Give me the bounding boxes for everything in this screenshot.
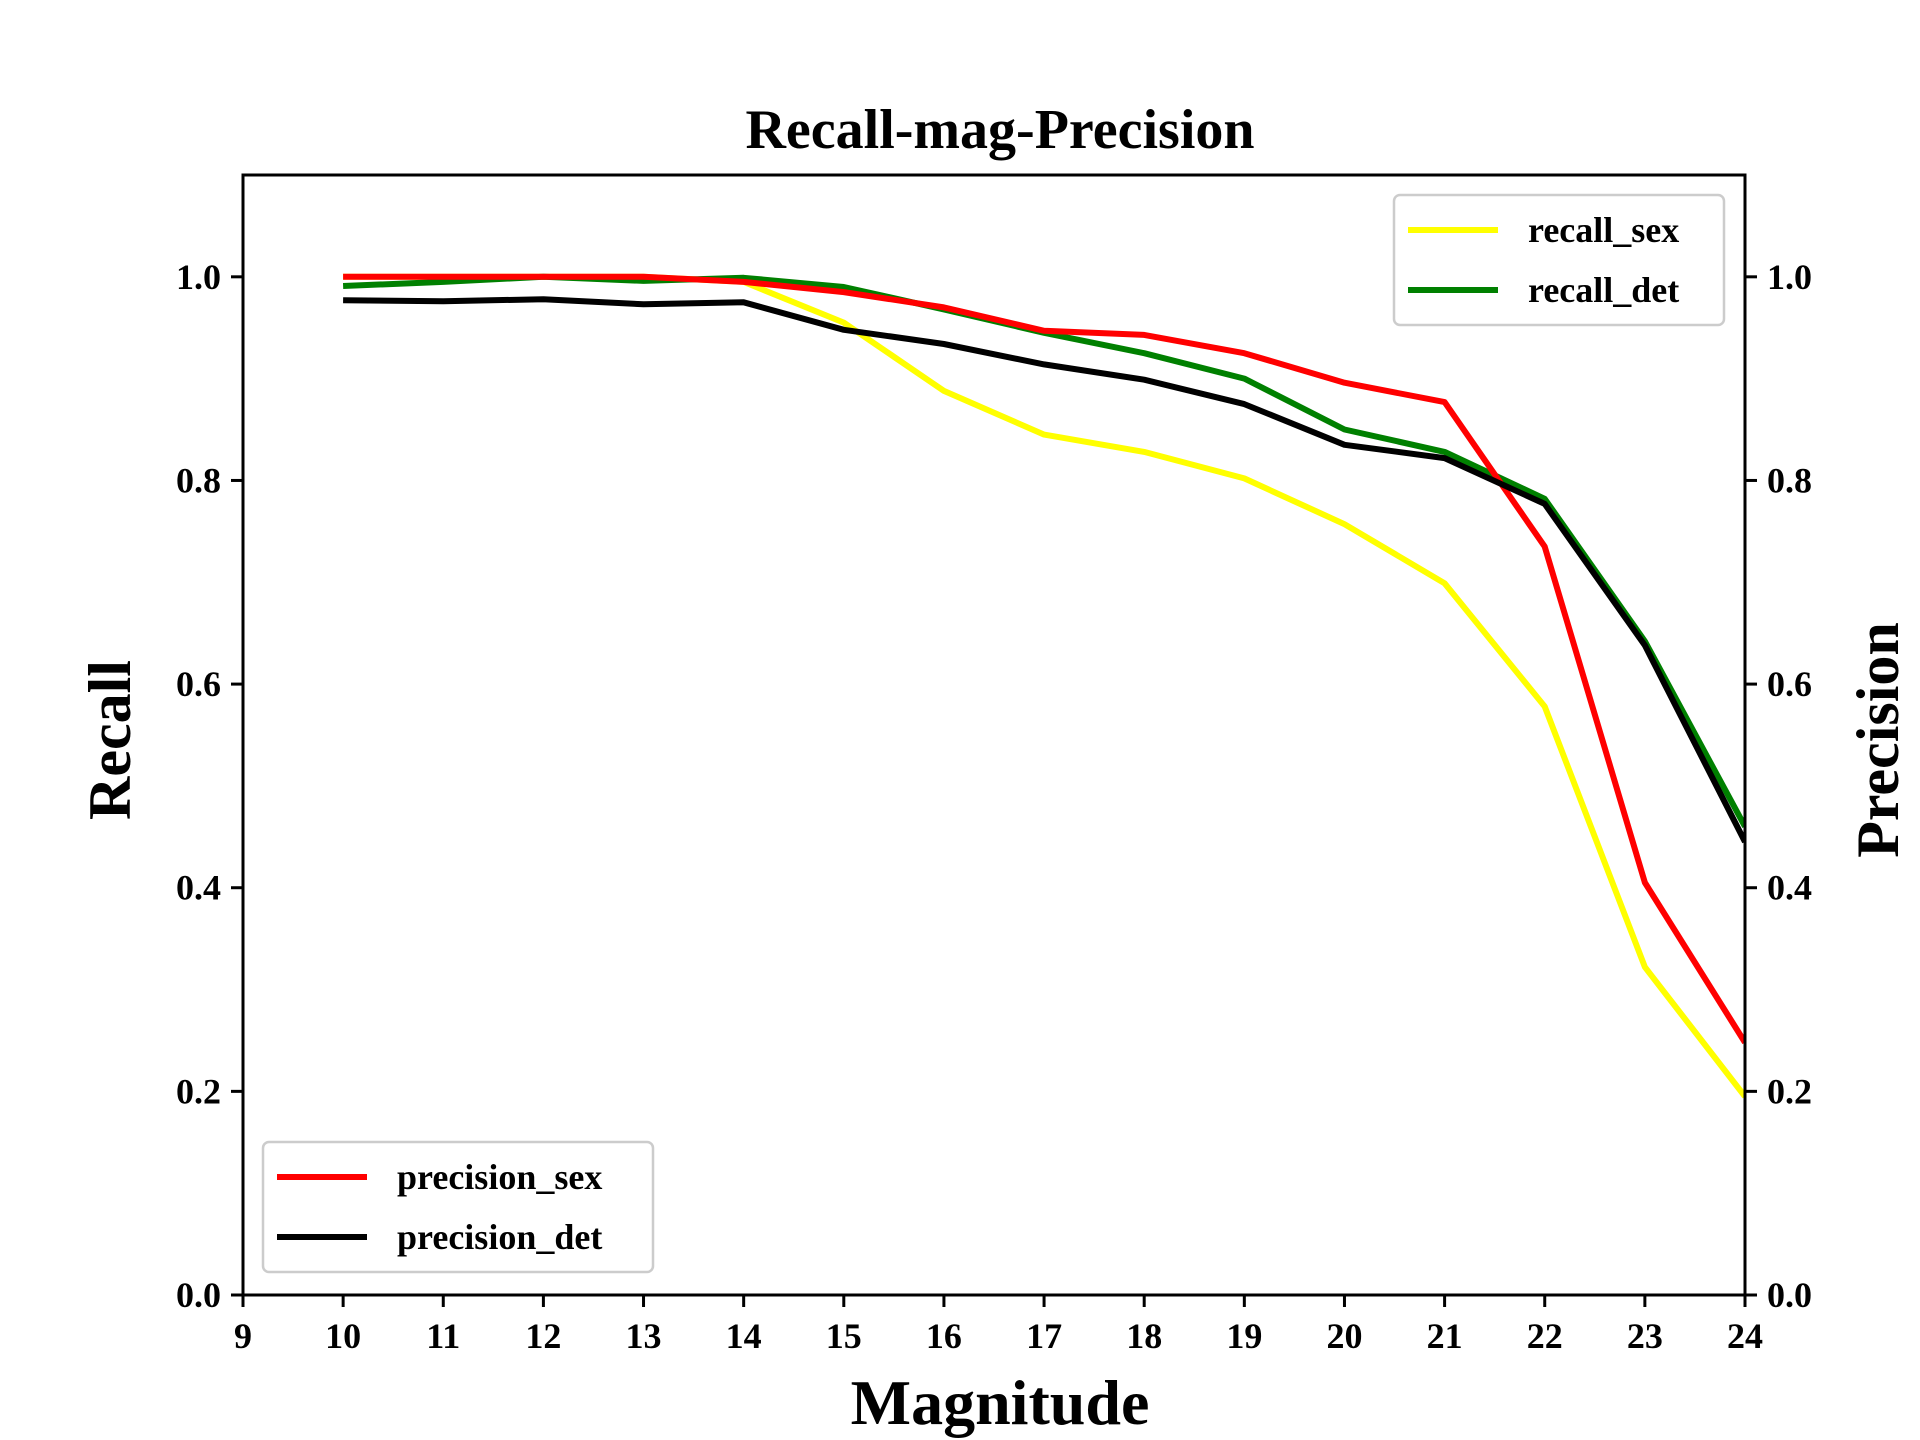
legend-lower-left: precision_sex precision_det <box>261 1140 655 1274</box>
x-tick-label: 22 <box>1527 1316 1563 1356</box>
series-line-precision-det <box>343 296 1745 844</box>
right-y-tick-label: 0.0 <box>1767 1275 1812 1315</box>
x-tick-label: 17 <box>1026 1316 1062 1356</box>
x-tick-label: 14 <box>726 1316 762 1356</box>
series-line-recall-sex <box>343 273 1745 1099</box>
left-y-tick-label: 0.8 <box>176 460 221 500</box>
x-tick-label: 16 <box>926 1316 962 1356</box>
right-y-axis-label: Precision <box>1845 622 1911 858</box>
x-tick-label: 18 <box>1126 1316 1162 1356</box>
x-tick-label: 13 <box>626 1316 662 1356</box>
axes: 9 10 11 12 13 14 15 16 17 18 19 20 21 22 23 240.00.20.4… <box>176 173 1812 1356</box>
chart-title: Recall-mag-Precision <box>745 99 1254 161</box>
left-y-tick-label: 0.6 <box>176 664 221 704</box>
series-line-precision-sex <box>343 273 1745 1045</box>
plot-area <box>342 273 1745 1099</box>
left-y-axis-label: Recall <box>77 660 143 820</box>
series-group <box>342 273 1745 1099</box>
x-axis-label: Magnitude <box>851 1367 1150 1438</box>
x-tick-label: 9 <box>234 1316 252 1356</box>
x-tick-label: 15 <box>826 1316 862 1356</box>
left-y-tick-label: 0.4 <box>176 868 221 908</box>
x-tick-label: 23 <box>1627 1316 1663 1356</box>
x-tick-label: 19 <box>1226 1316 1262 1356</box>
x-tick-label: 20 <box>1326 1316 1362 1356</box>
series-line-recall-det <box>342 273 1745 829</box>
plot-frame <box>241 173 1747 1297</box>
legend-label-recall-det: recall_det <box>1528 270 1679 310</box>
x-tick-label: 24 <box>1727 1316 1763 1356</box>
legends: recall_sexrecall_detprecision_sexprecisi… <box>261 193 1726 1274</box>
right-y-tick-label: 0.4 <box>1767 868 1812 908</box>
right-y-tick-label: 0.6 <box>1767 664 1812 704</box>
left-y-tick-label: 1.0 <box>176 257 221 297</box>
legend-label-recall-sex: recall_sex <box>1528 210 1679 250</box>
left-y-tick-label: 0.0 <box>176 1275 221 1315</box>
x-tick-label: 11 <box>426 1316 460 1356</box>
x-tick-label: 10 <box>325 1316 361 1356</box>
right-y-tick-label: 1.0 <box>1767 257 1812 297</box>
right-y-tick-label: 0.2 <box>1767 1071 1812 1111</box>
legend-upper-right: recall_sex recall_det <box>1392 193 1726 327</box>
x-tick-label: 12 <box>525 1316 561 1356</box>
legend-label-precision-sex: precision_sex <box>397 1157 602 1197</box>
right-y-tick-label: 0.8 <box>1767 460 1812 500</box>
left-y-tick-label: 0.2 <box>176 1071 221 1111</box>
legend-label-precision-det: precision_det <box>397 1217 602 1257</box>
x-tick-label: 21 <box>1427 1316 1463 1356</box>
